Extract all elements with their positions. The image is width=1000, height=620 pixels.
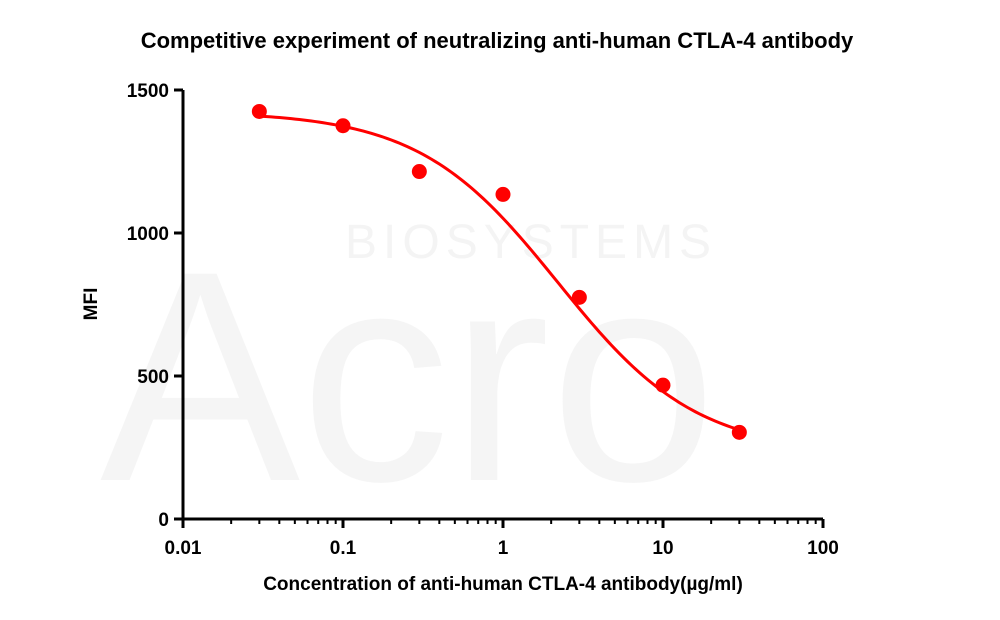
data-point — [731, 424, 747, 440]
watermark-logo: Acro — [100, 208, 717, 544]
y-tick-label: 0 — [158, 510, 169, 531]
data-point — [495, 186, 511, 202]
data-point — [655, 377, 671, 393]
y-tick-label: 1000 — [127, 224, 169, 245]
y-axis-label: MFI — [81, 288, 102, 321]
data-point — [411, 164, 427, 180]
x-axis-label: Concentration of anti-human CTLA-4 antib… — [263, 574, 743, 595]
x-tick-label: 0.1 — [330, 538, 357, 559]
y-tick-label: 1500 — [127, 81, 169, 102]
data-point — [335, 118, 351, 134]
x-tick-label: 1 — [498, 538, 509, 559]
x-tick-label: 100 — [807, 538, 839, 559]
watermark-text: BIOSYSTEMS — [345, 216, 717, 269]
y-tick-label: 500 — [137, 367, 169, 388]
x-ticks: 0.01 0.1 1 10 100 — [165, 519, 839, 559]
x-tick-label: 10 — [652, 538, 673, 559]
axes: 0 500 1000 1500 0.01 0.1 1 10 100 — [127, 81, 839, 559]
x-tick-label: 0.01 — [165, 538, 202, 559]
watermark: BIOSYSTEMS Acro — [100, 208, 717, 544]
data-point — [251, 103, 267, 119]
plot-area — [251, 103, 747, 440]
chart-title: Competitive experiment of neutralizing a… — [141, 28, 854, 53]
y-ticks: 0 500 1000 1500 — [127, 81, 183, 531]
data-point — [571, 289, 587, 305]
